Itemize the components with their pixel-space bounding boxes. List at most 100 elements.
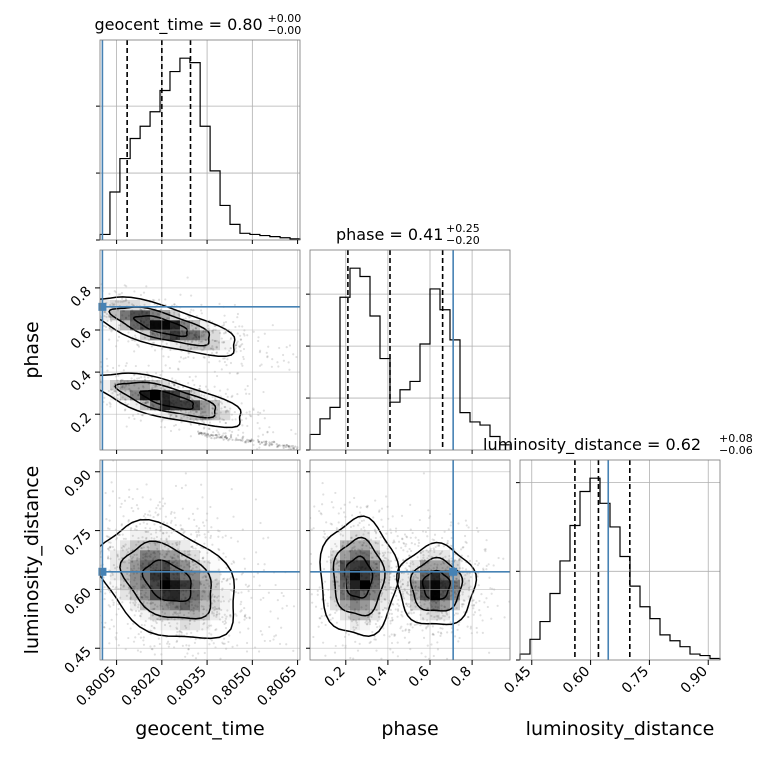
sample-point	[218, 436, 221, 439]
sample-point	[142, 521, 145, 524]
sample-point	[426, 569, 429, 572]
sample-point	[207, 327, 210, 330]
sample-point	[389, 528, 392, 531]
sample-point	[110, 481, 113, 484]
density-cell	[410, 600, 421, 611]
sample-point	[128, 574, 131, 577]
sample-point	[273, 441, 276, 444]
density-cell	[160, 570, 171, 581]
sample-point	[245, 616, 248, 620]
sample-point	[437, 543, 441, 547]
sample-point	[179, 590, 183, 593]
sample-point	[397, 604, 401, 607]
sample-point	[430, 643, 433, 646]
sample-point	[106, 556, 110, 559]
sample-point	[170, 601, 173, 604]
x-tick-label: 0.45	[501, 664, 534, 697]
sample-point	[139, 650, 142, 653]
sample-point	[202, 411, 205, 414]
sample-point	[215, 345, 218, 348]
sample-point	[424, 599, 427, 602]
sample-point	[457, 522, 460, 525]
sample-point	[356, 557, 359, 561]
sample-point	[197, 405, 200, 408]
sample-point	[407, 592, 410, 596]
sample-point	[159, 329, 162, 333]
sample-point	[184, 590, 188, 593]
density-cell	[370, 540, 381, 551]
sample-point	[261, 633, 264, 636]
sample-point	[346, 575, 349, 578]
sample-point	[172, 602, 175, 605]
sample-point	[195, 531, 198, 534]
density-cell	[140, 550, 151, 561]
sample-point	[153, 321, 156, 325]
sample-point	[446, 596, 449, 600]
sample-point	[240, 600, 243, 604]
sample-point	[169, 385, 173, 388]
sample-point	[439, 581, 442, 585]
sample-point	[469, 585, 472, 588]
sample-point	[112, 385, 115, 388]
sample-point	[146, 513, 150, 517]
sample-point	[146, 545, 149, 548]
sample-point	[195, 566, 198, 569]
sample-point	[154, 511, 157, 514]
sample-point	[170, 674, 172, 676]
sample-point	[253, 670, 255, 672]
sample-point	[233, 410, 236, 414]
sample-point	[463, 577, 466, 580]
sample-point	[285, 604, 288, 607]
sample-point	[377, 552, 380, 555]
sample-point	[484, 550, 487, 553]
sample-point	[365, 623, 368, 626]
sample-point	[169, 555, 172, 558]
sample-point	[424, 530, 427, 534]
sample-point	[198, 336, 201, 339]
sample-point	[190, 346, 193, 350]
sample-point	[465, 524, 468, 527]
sample-point	[188, 600, 191, 603]
sample-point	[146, 522, 149, 525]
sample-point	[221, 641, 224, 644]
sample-point	[434, 582, 437, 586]
sample-point	[391, 616, 394, 619]
sample-point	[131, 497, 134, 501]
sample-point	[457, 558, 461, 561]
sample-point	[420, 594, 423, 597]
density-cell	[170, 590, 181, 601]
sample-point	[161, 505, 165, 508]
sample-point	[203, 560, 206, 563]
sample-point	[284, 445, 287, 449]
sample-point	[342, 593, 345, 596]
density-cell	[170, 560, 181, 571]
sample-point	[164, 323, 167, 326]
sample-point	[145, 318, 148, 322]
sample-point	[170, 402, 173, 405]
sample-point	[191, 409, 195, 412]
sample-point	[69, 347, 71, 349]
sample-point	[91, 404, 93, 406]
sample-point	[425, 577, 428, 580]
contour-line	[114, 381, 217, 419]
sample-point	[149, 632, 152, 636]
sample-point	[139, 419, 142, 422]
sample-point	[153, 326, 156, 329]
sample-point	[118, 392, 122, 395]
sample-point	[211, 612, 214, 615]
sample-point	[236, 312, 240, 316]
title-text: phase = 0.41	[336, 225, 443, 244]
sample-point	[152, 607, 156, 611]
sample-point	[215, 346, 218, 349]
sample-point	[168, 382, 171, 385]
sample-point	[217, 568, 220, 571]
sample-point	[153, 325, 156, 329]
sample-point	[422, 636, 426, 639]
sample-point	[151, 577, 155, 580]
sample-point	[202, 556, 205, 559]
contour-line	[132, 315, 188, 338]
density-cell	[150, 380, 161, 391]
sample-point	[362, 662, 364, 664]
sample-point	[128, 389, 131, 393]
sample-point	[190, 308, 193, 311]
